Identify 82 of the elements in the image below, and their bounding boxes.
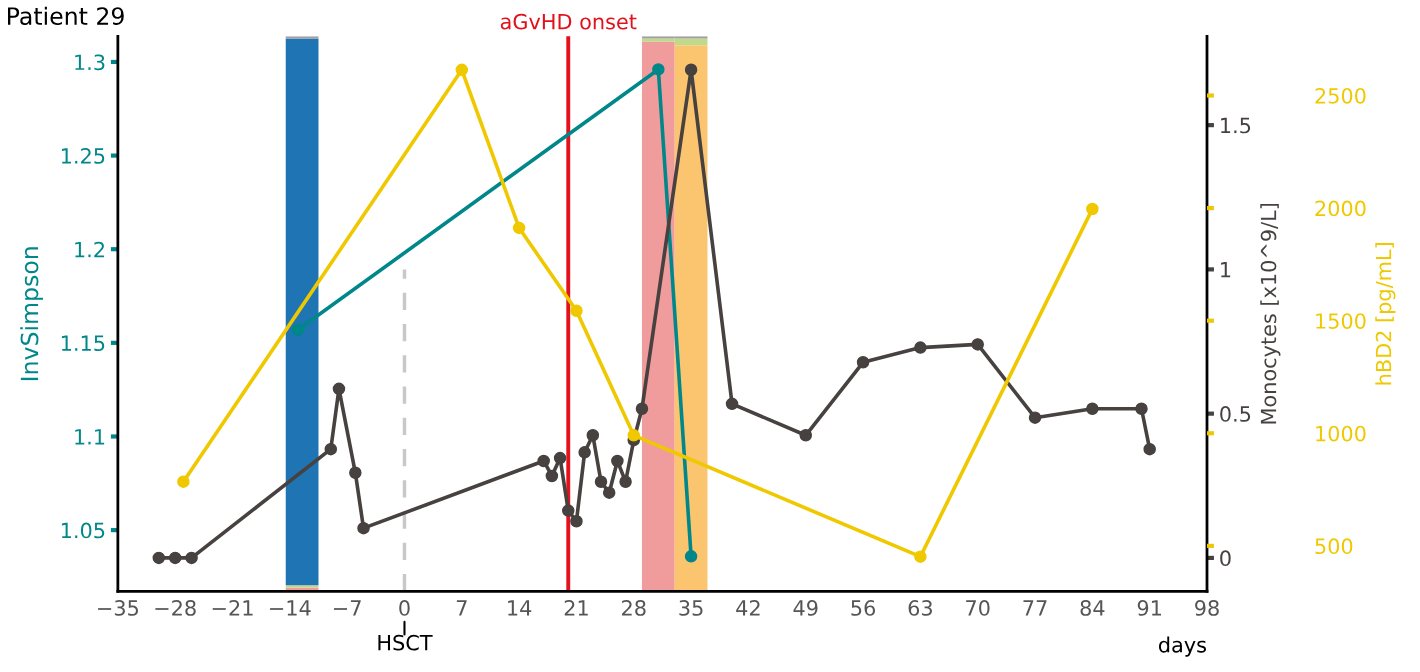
point [684, 63, 698, 77]
x-tick-label: −35 [98, 600, 139, 616]
y-tick-label: 1.25 [61, 148, 105, 164]
point [1143, 442, 1156, 456]
x-tick-label: 98 [1195, 600, 1219, 616]
y-tick-label: 1.1 [75, 429, 105, 445]
x-tick-label: 91 [1137, 600, 1162, 616]
x-tick-label: 77 [1023, 600, 1047, 616]
x-tick-label: 14 [508, 600, 532, 616]
point [553, 451, 567, 465]
point [594, 475, 608, 488]
point [914, 341, 927, 354]
y2-tick-label: 0.5 [1220, 406, 1251, 422]
bar [285, 38, 319, 586]
x-tick-label: −21 [212, 600, 253, 616]
x-tick-label: 84 [1080, 600, 1105, 616]
x-axis-title: days [1158, 636, 1206, 657]
y3-tick-label: 1000 [1316, 425, 1366, 442]
y2-axis-title: Monocytes [x10^9/L] [1260, 203, 1281, 424]
point [291, 323, 305, 336]
point [332, 382, 346, 396]
x-tick-label: 35 [679, 600, 703, 616]
point [152, 551, 166, 565]
y2-tick-label: 1.5 [1221, 117, 1251, 134]
y3-tick-label: 2000 [1315, 200, 1366, 217]
y2-tick-label: 0 [1220, 550, 1231, 567]
point [652, 63, 665, 76]
x-tick-label: −28 [155, 600, 196, 616]
point [725, 397, 739, 411]
point [537, 454, 550, 468]
point [578, 446, 591, 459]
point [349, 466, 362, 480]
x-tick-label: 49 [793, 600, 818, 616]
y-tick-label: 1.15 [61, 335, 105, 352]
point [570, 304, 583, 318]
x-tick-label: −7 [334, 600, 361, 616]
x-tick-label: 63 [908, 600, 932, 616]
y3-tick-label: 1500 [1316, 313, 1366, 329]
point [586, 429, 600, 442]
y-axis-title: InvSimpson [20, 247, 43, 381]
point [1135, 402, 1148, 415]
point [799, 429, 812, 442]
x-tick-label: 21 [564, 600, 588, 616]
x-tick-label: 28 [622, 600, 646, 616]
x-tick-label: 56 [851, 600, 875, 616]
y3-tick-label: 500 [1315, 538, 1353, 555]
point [684, 550, 698, 563]
point [914, 550, 927, 563]
point [177, 475, 190, 488]
point [357, 521, 370, 535]
point [1086, 202, 1099, 216]
point [611, 454, 624, 468]
chart-title: Patient 29 [8, 6, 124, 25]
point [185, 551, 198, 565]
y3-tick-label: 2500 [1315, 87, 1366, 104]
point [512, 221, 526, 235]
point [635, 402, 649, 415]
point [619, 475, 632, 488]
y3-axis-title: hBD2 [pg/mL] [1375, 243, 1396, 385]
point [602, 486, 616, 499]
point [627, 429, 641, 442]
x-tick-label: −14 [270, 600, 311, 616]
point [168, 551, 182, 565]
point [570, 515, 583, 528]
point [1028, 411, 1042, 424]
point [455, 63, 469, 77]
y-tick-label: 1.2 [75, 241, 104, 258]
x-tick-label: 42 [736, 600, 760, 616]
x-tick-label: 70 [966, 600, 990, 616]
point [324, 442, 338, 456]
y2-tick-label: 1 [1221, 262, 1231, 278]
y-tick-label: 1.3 [75, 54, 105, 71]
point [971, 338, 984, 351]
ref-line-label: aGvHD onset [500, 13, 637, 30]
point [545, 469, 559, 483]
point [856, 356, 870, 369]
point [1086, 402, 1099, 415]
x-tick-label: 7 [456, 600, 467, 616]
ref-line-label: HSCT [378, 634, 433, 651]
y-tick-label: 1.05 [61, 522, 105, 539]
x-tick-label: 0 [399, 600, 410, 616]
point [562, 504, 575, 517]
